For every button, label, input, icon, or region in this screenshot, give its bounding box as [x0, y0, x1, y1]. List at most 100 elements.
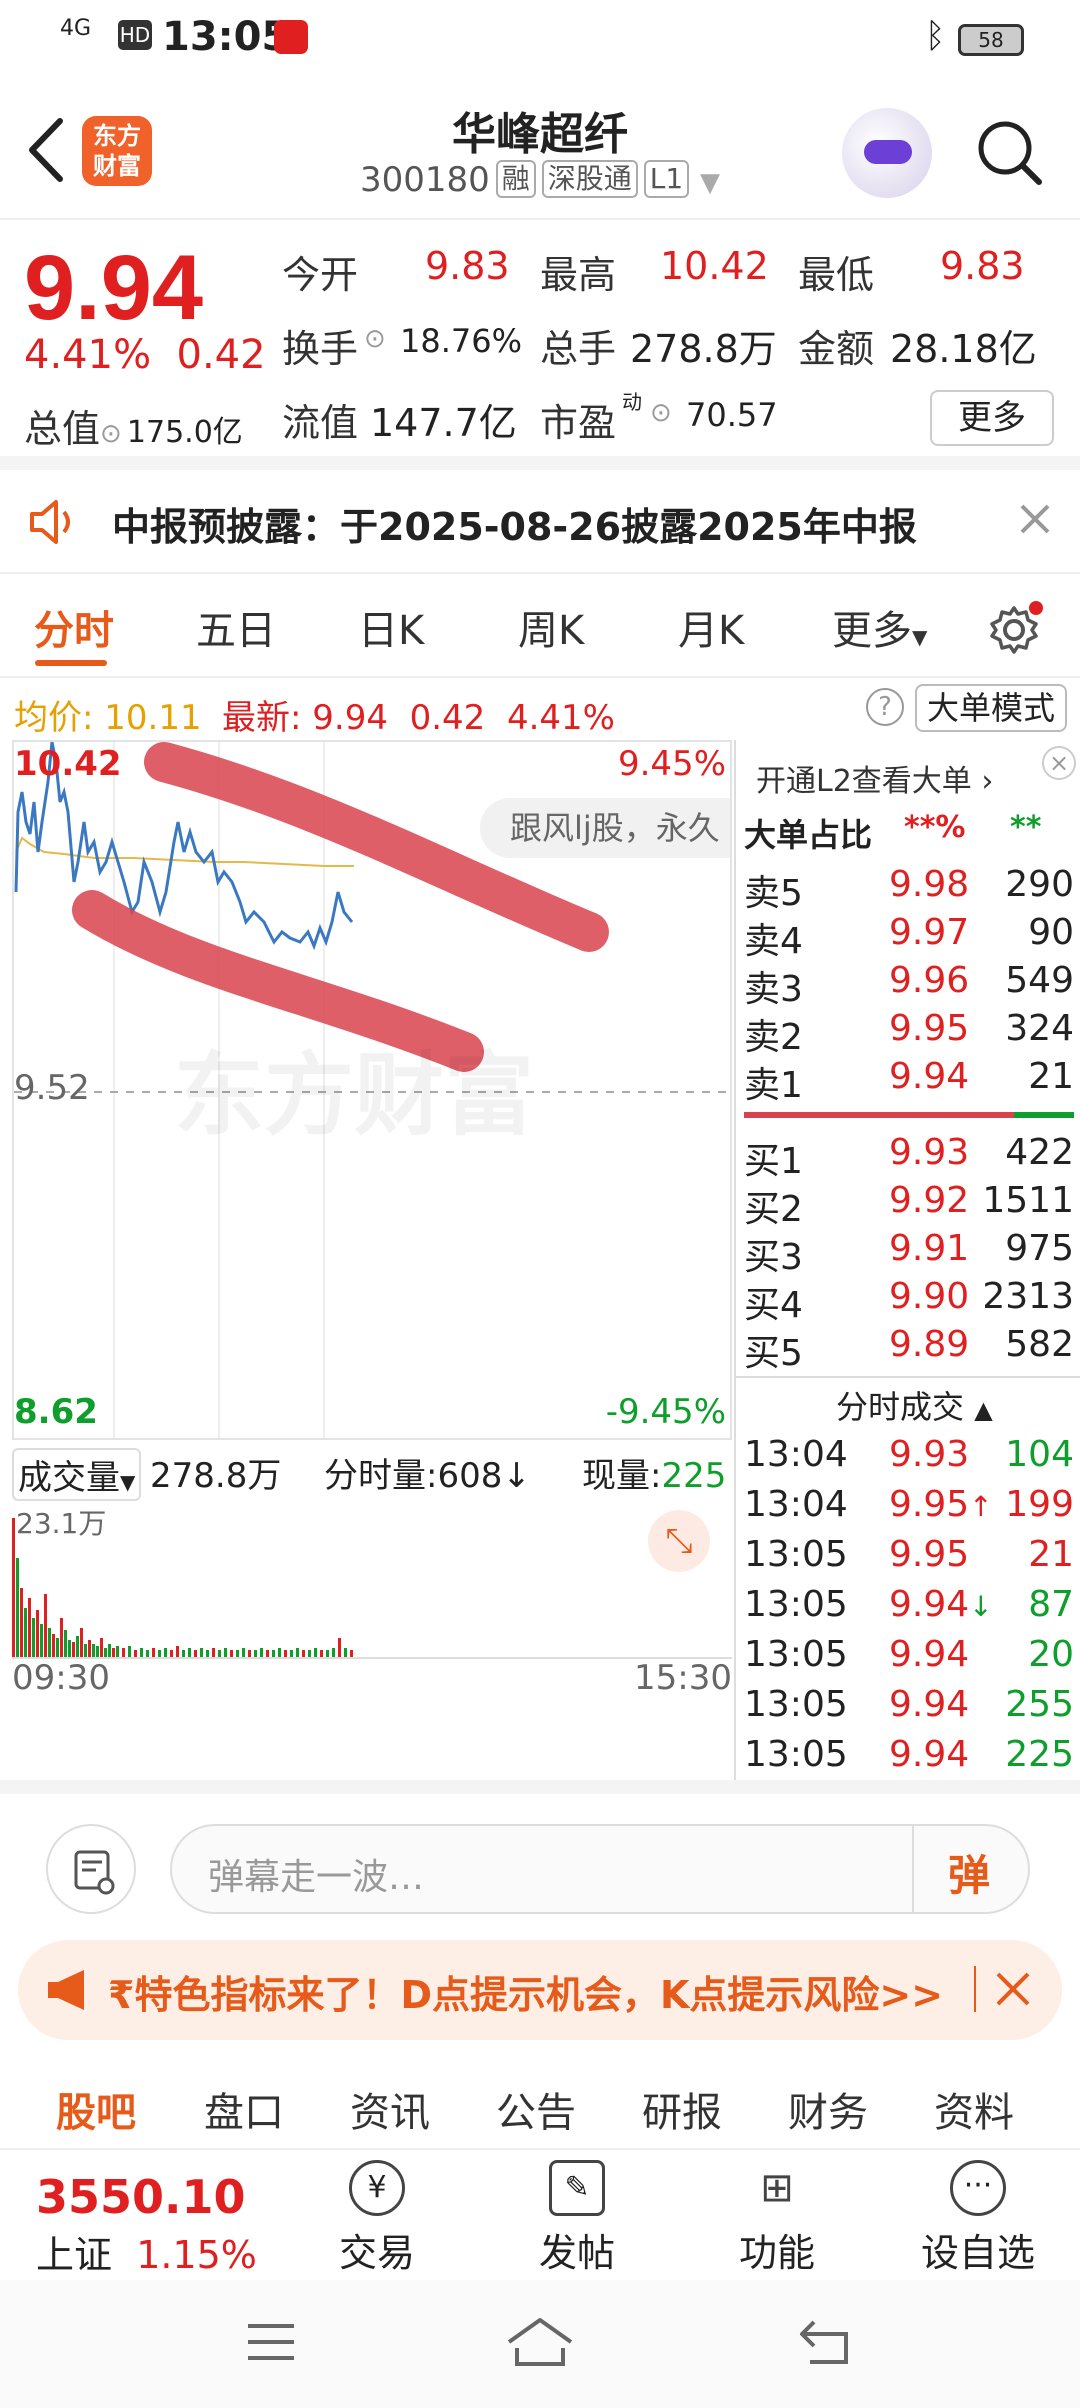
ask-row-5[interactable]: 卖5 9.98 290 [744, 864, 1074, 914]
tab-more[interactable]: 更多▼ [832, 598, 927, 656]
close-icon[interactable]: × [1042, 746, 1076, 780]
brand-logo-line1: 东方 [93, 122, 141, 150]
bid-price: 9.91 [889, 1228, 970, 1269]
home-icon[interactable] [505, 2316, 575, 2368]
tick-row: 13:05 9.94 255 [744, 1684, 1074, 1732]
intraday-chart-canvas [14, 742, 730, 1438]
avg-price: 均价: 10.11 [14, 690, 202, 739]
big-order-ratio-row: 大单占比 **% ** [744, 810, 1074, 858]
help-icon[interactable]: ? [866, 688, 904, 726]
tick-row: 13:04 9.93 104 [744, 1434, 1074, 1482]
tab-research[interactable]: 研报 [642, 2090, 722, 2136]
chart-tabs: 分时 五日 日K 周K 月K 更多▼ [0, 574, 1080, 678]
mktcap-stat[interactable]: 总值⊙ 175.0亿 [24, 398, 243, 453]
ask-row-2[interactable]: 卖2 9.95 324 [744, 1008, 1074, 1058]
stock-code-line[interactable]: 300180 融深股通 L1 ▼ [0, 160, 1080, 200]
system-nav-bar [0, 2280, 1080, 2408]
danmu-input[interactable]: 弹幕走一波… 弹 [170, 1824, 1030, 1914]
notice-bar[interactable]: 中报预披露：于2025-08-26披露2025年中报 [0, 470, 1080, 574]
tab-profile[interactable]: 资料 [934, 2090, 1014, 2136]
trade-button[interactable]: ¥ 交易 [322, 2160, 432, 2277]
tab-announcements[interactable]: 公告 [496, 2090, 576, 2136]
l2-upgrade-link[interactable]: 开通L2查看大单 › [756, 764, 994, 799]
tick-qty: 21 [1028, 1534, 1074, 1575]
tab-intraday[interactable]: 分时 [34, 608, 114, 654]
brand-logo[interactable]: 东方 财富 [82, 116, 152, 186]
ask-row-3[interactable]: 卖3 9.96 549 [744, 960, 1074, 1010]
bid-qty: 582 [1005, 1324, 1074, 1365]
bid-row-1[interactable]: 买1 9.93 422 [744, 1132, 1074, 1182]
functions-button[interactable]: ⊞ 功能 [722, 2160, 832, 2277]
index-ticker[interactable]: 3550.10 上证 1.15% [36, 2170, 257, 2279]
tick-time: 13:05 [744, 1684, 848, 1725]
assistant-avatar[interactable] [842, 108, 932, 198]
tab-order-book[interactable]: 盘口 [204, 2090, 284, 2136]
close-icon[interactable] [994, 1970, 1032, 2008]
volume-panel[interactable]: 成交量▼ 278.8万 分时量:608↓ 现量:225 23.1万 [12, 1440, 732, 1720]
high-value: 10.42 [660, 244, 769, 288]
pe-info-icon[interactable]: ⊙ [650, 398, 672, 428]
tab-monthly-k[interactable]: 月K [678, 608, 745, 654]
danmu-settings-button[interactable] [46, 1824, 136, 1914]
tick-price: 9.95↑ [889, 1484, 993, 1525]
tick-price: 9.95 [889, 1534, 970, 1575]
bid-row-3[interactable]: 买3 9.91 975 [744, 1228, 1074, 1278]
promo-banner[interactable]: ₹特色指标来了！D点提示机会，K点提示风险>> [18, 1940, 1062, 2040]
close-icon[interactable] [1018, 502, 1052, 536]
tick-qty: 255 [1005, 1684, 1074, 1725]
danmaku-bubble: 跟风lj股，永久 [480, 798, 730, 858]
bid-price: 9.93 [889, 1132, 970, 1173]
divider [974, 1966, 976, 2012]
assistant-visor [864, 140, 912, 164]
big-order-mode-button[interactable]: 大单模式 [915, 684, 1067, 732]
active-tab-indicator [35, 660, 107, 666]
tab-news[interactable]: 资讯 [350, 2090, 430, 2136]
bid-row-4[interactable]: 买4 9.90 2313 [744, 1276, 1074, 1326]
bottom-action-bar: 3550.10 上证 1.15% ¥ 交易 ✎ 发帖 ⊞ 功能 ··· 设自选 [0, 2150, 1080, 2280]
ask-label: 卖2 [744, 1017, 803, 1058]
volume-max-label: 23.1万 [16, 1507, 107, 1540]
bid-row-5[interactable]: 买5 9.89 582 [744, 1324, 1074, 1374]
order-book-panel: 开通L2查看大单 › × 大单占比 **% ** 卖5 9.98 290 卖4 9.9… [734, 740, 1080, 1780]
danmu-send-button[interactable]: 弹 [948, 1851, 991, 1900]
open-value: 9.83 [425, 244, 510, 288]
open-label: 今开 [282, 253, 359, 297]
tick-time: 13:04 [744, 1434, 848, 1475]
add-watchlist-button[interactable]: ··· 设自选 [908, 2160, 1048, 2277]
menu-icon[interactable] [244, 2320, 298, 2364]
minute-volume-label: 分时量:608 [324, 1456, 503, 1496]
tick-price: 9.94 [889, 1684, 970, 1725]
settings-gear-icon[interactable] [988, 600, 1044, 656]
tab-finance[interactable]: 财务 [788, 2090, 868, 2136]
tab-forum[interactable]: 股吧 [56, 2090, 136, 2136]
tick-time: 13:05 [744, 1584, 848, 1625]
bid-row-2[interactable]: 买2 9.92 1511 [744, 1180, 1074, 1230]
turnover-label: 换手 [282, 327, 359, 371]
expand-icon[interactable]: ⤡ [648, 1510, 710, 1572]
back-icon[interactable] [796, 2316, 852, 2368]
back-arrow-icon[interactable] [22, 115, 70, 185]
turnover-info-icon[interactable]: ⊙ [364, 324, 386, 354]
intraday-chart[interactable]: 10.42 9.45% 9.52 东方财富 8.62 -9.45% 跟风lj股，… [12, 740, 732, 1440]
edit-icon: ✎ [549, 2160, 605, 2216]
more-stats-button[interactable]: 更多 [930, 390, 1054, 446]
change-pct: 4.41% [24, 332, 152, 378]
stock-header: 东方 财富 华峰超纤 300180 融深股通 L1 ▼ [0, 80, 1080, 220]
megaphone-icon [48, 1970, 84, 2010]
grid-icon: ⊞ [760, 2165, 794, 2211]
ask-price: 9.94 [889, 1056, 970, 1097]
tab-weekly-k[interactable]: 周K [518, 608, 585, 654]
post-button[interactable]: ✎ 发帖 [522, 2160, 632, 2277]
stock-name: 华峰超纤 [452, 109, 628, 160]
tab-daily-k[interactable]: 日K [358, 608, 425, 654]
tab-five-day[interactable]: 五日 [196, 608, 276, 654]
current-volume-value: 225 [661, 1456, 727, 1496]
ask-row-1[interactable]: 卖1 9.94 21 [744, 1056, 1074, 1106]
ask-row-4[interactable]: 卖4 9.97 90 [744, 912, 1074, 962]
tick-list-title[interactable]: 分时成交 ▲ [836, 1382, 993, 1428]
ask-qty: 90 [1028, 912, 1074, 953]
big-ratio-sell: ** [1010, 810, 1042, 845]
avg-label: 均价: [14, 698, 94, 738]
search-icon[interactable] [975, 118, 1045, 188]
volume-indicator-select[interactable]: 成交量▼ [12, 1448, 142, 1501]
